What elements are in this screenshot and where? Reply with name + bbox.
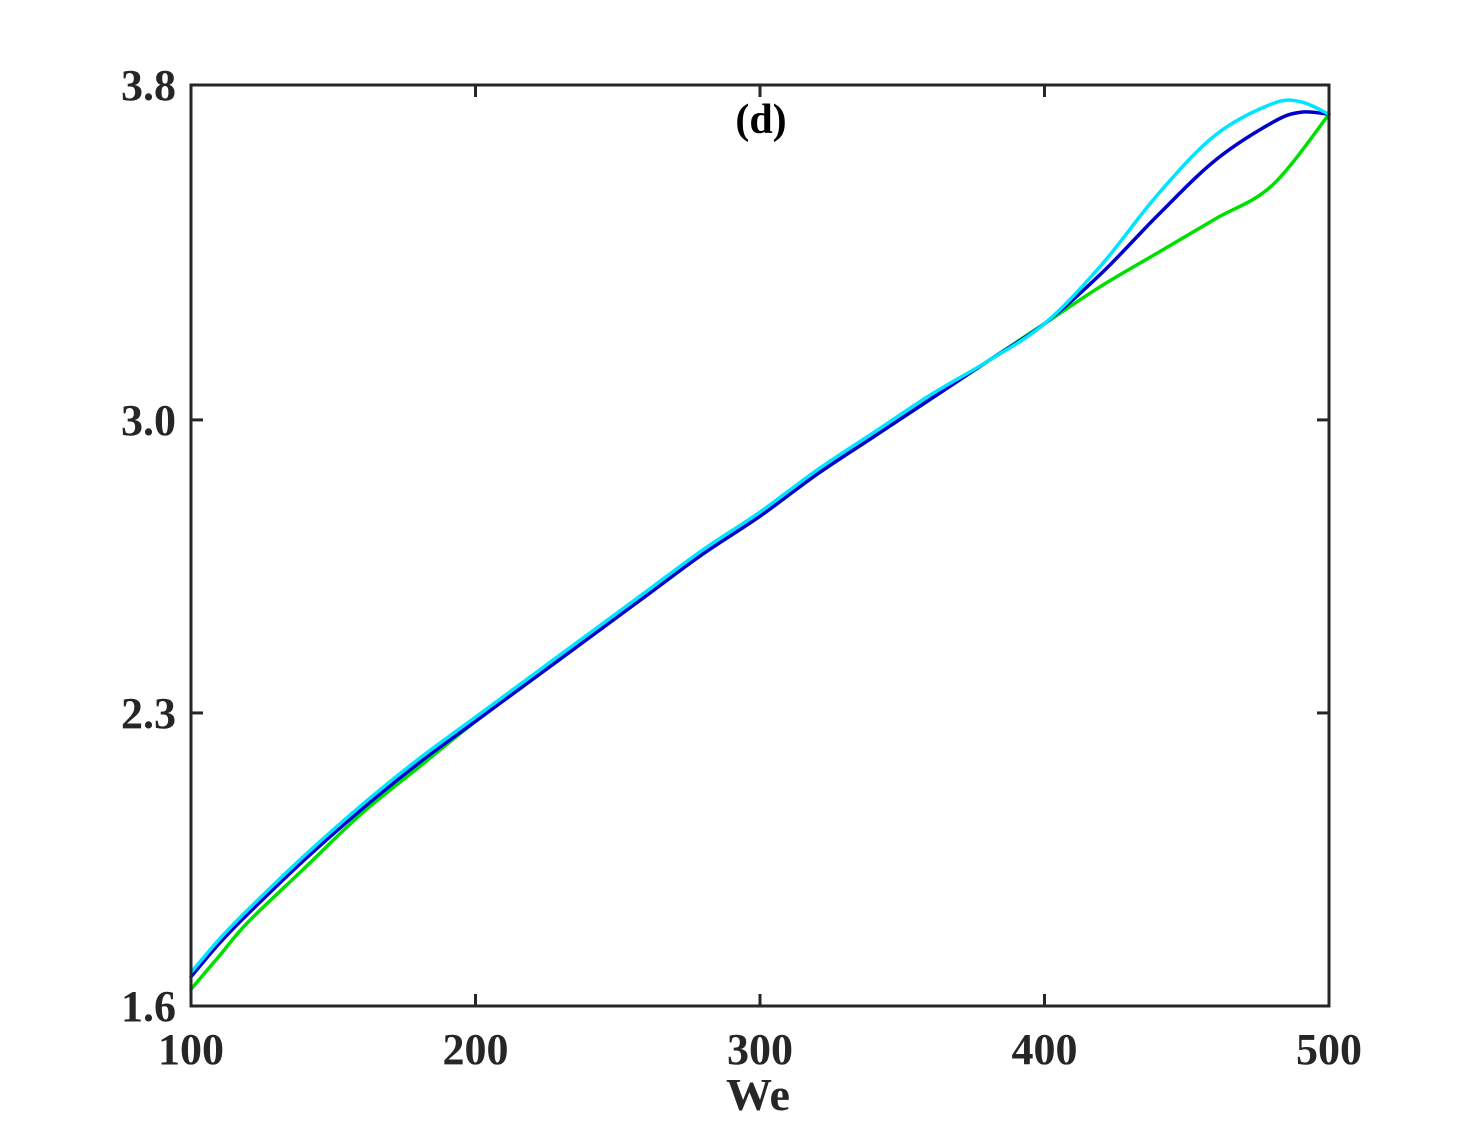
series-line-3 — [189, 98, 1331, 975]
y-tick-label: 1.6 — [121, 982, 176, 1031]
series-layer — [189, 98, 1331, 991]
x-tick-label: 400 — [1012, 1025, 1078, 1074]
y-tick-label: 2.3 — [121, 689, 176, 738]
y-tick-labels: 1.6 2.3 3.0 3.8 — [121, 61, 176, 1031]
x-tick-label: 100 — [158, 1025, 224, 1074]
y-tick-label: 3.8 — [121, 61, 176, 110]
panel-label: (d) — [735, 97, 786, 143]
x-tick-labels: 100 200 300 400 500 — [158, 1025, 1362, 1074]
plot-frame — [189, 83, 1331, 1008]
x-tick-label: 200 — [443, 1025, 509, 1074]
x-tick-label: 500 — [1296, 1025, 1362, 1074]
x-axis-title: We — [726, 1069, 790, 1120]
x-tick-label: 300 — [727, 1025, 793, 1074]
series-line-2 — [189, 110, 1331, 979]
y-tick-label: 3.0 — [121, 396, 176, 445]
